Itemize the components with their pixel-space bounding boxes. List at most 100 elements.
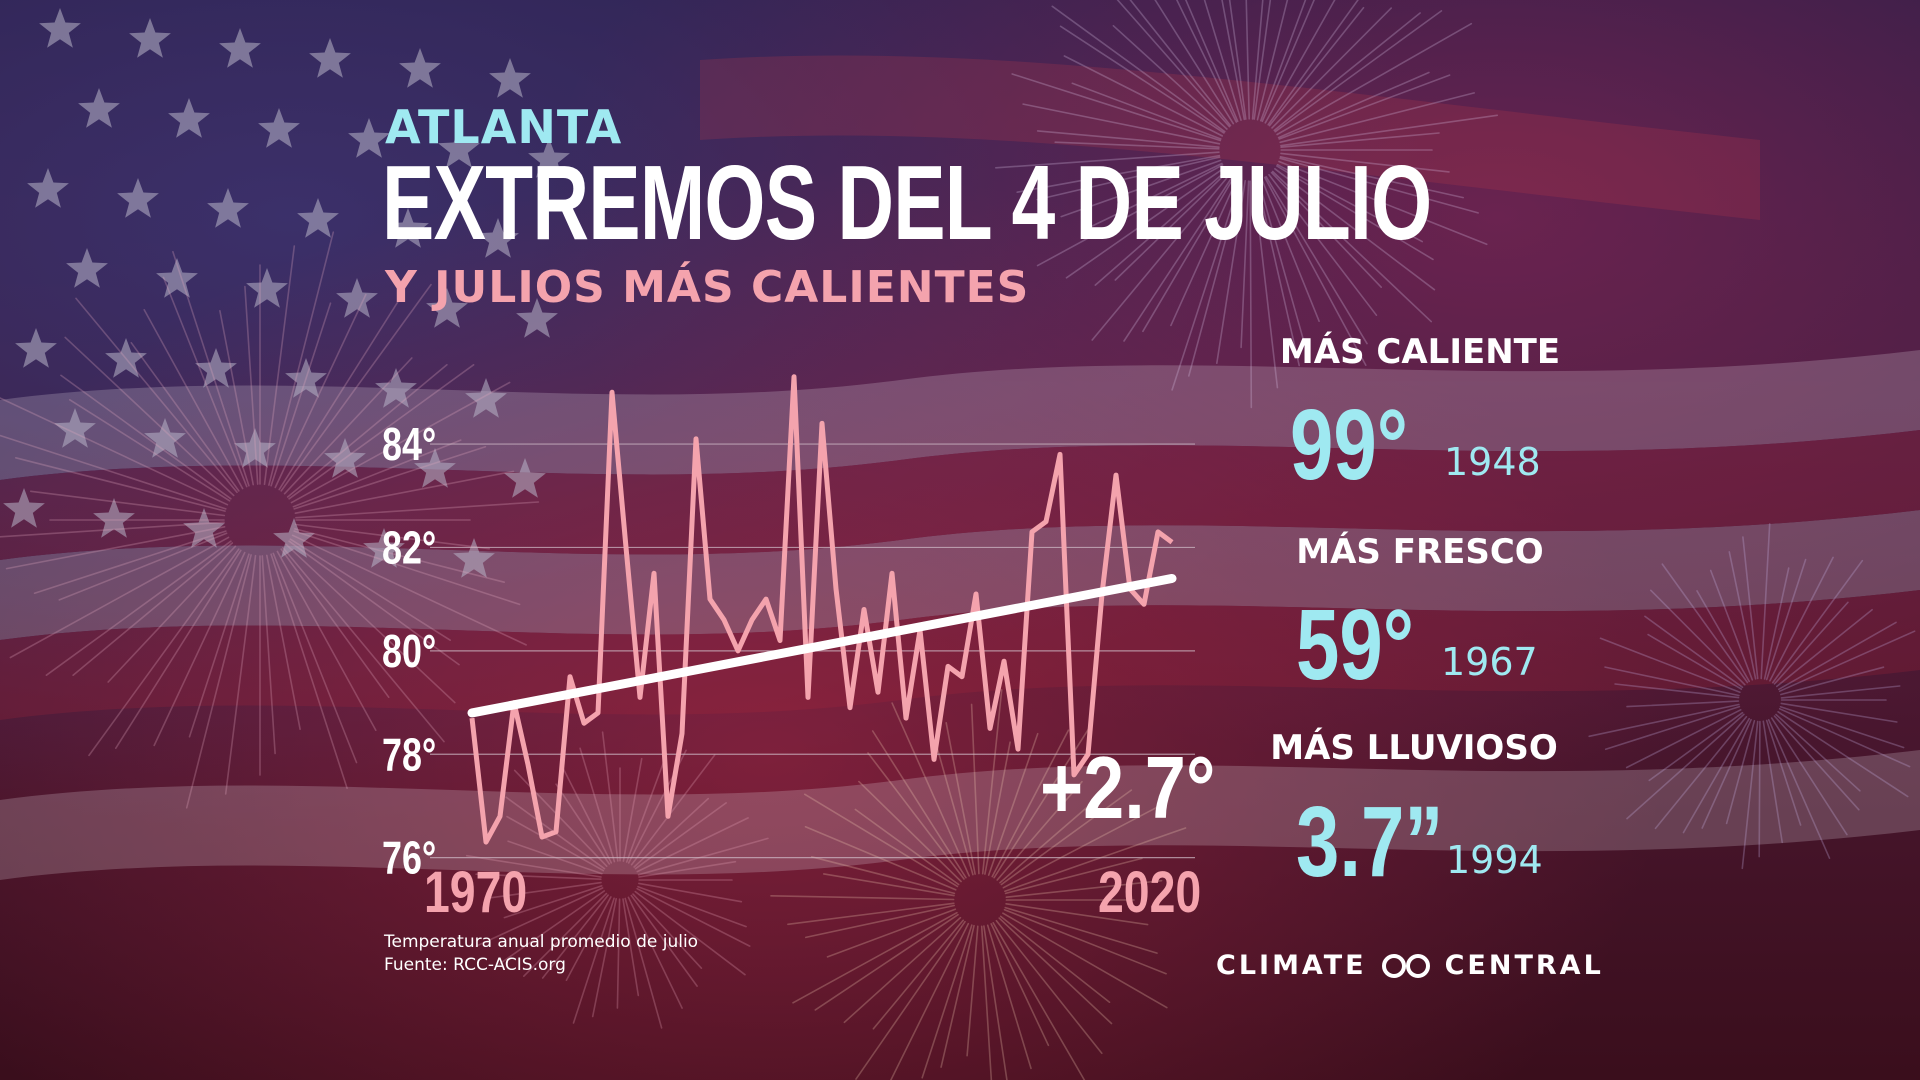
- firework-spark: [162, 276, 248, 488]
- flag-star-icon: [234, 428, 276, 468]
- firework-spark: [1051, 5, 1226, 133]
- firework-spark: [15, 456, 226, 512]
- city-title: ATLANTA: [385, 100, 623, 154]
- firework-spark: [986, 924, 1032, 1070]
- firework-spark: [572, 897, 615, 1024]
- firework-spark: [1002, 805, 1161, 889]
- firework-spark: [1271, 170, 1432, 323]
- firework-spark: [293, 530, 521, 606]
- chart-note: Temperatura anual promedio de julio: [384, 932, 699, 952]
- firework-spark: [787, 902, 955, 926]
- firework-spark: [107, 545, 237, 683]
- brand-word-right: CENTRAL: [1444, 950, 1604, 981]
- firework-spark: [5, 525, 226, 570]
- firework-spark: [270, 302, 332, 487]
- flag-star-icon: [414, 448, 456, 488]
- firework-spark: [1188, 179, 1243, 377]
- firework-spark: [1004, 906, 1158, 954]
- flag-star-icon: [363, 528, 405, 568]
- firework-spark: [1280, 132, 1440, 148]
- firework-spark: [1661, 563, 1749, 684]
- firework-spark: [503, 885, 603, 919]
- firework-spark: [810, 855, 956, 895]
- firework-spark: [995, 919, 1103, 1055]
- firework-spark: [0, 397, 229, 506]
- firework-spark: [1588, 703, 1740, 738]
- firework-spark: [1175, 0, 1238, 123]
- firework-spark: [88, 548, 240, 757]
- firework-spark: [1011, 73, 1222, 142]
- page-subtitle: Y JULIOS MÁS CALIENTES: [385, 262, 1030, 313]
- firework-spark: [633, 797, 710, 868]
- firework-spark: [1682, 717, 1750, 834]
- firework-spark: [72, 542, 234, 677]
- flag-star-icon: [465, 378, 507, 418]
- firework-spark: [1599, 637, 1741, 694]
- page-title: EXTREMOS DEL 4 DE JULIO: [382, 144, 1432, 262]
- firework-spark: [285, 543, 456, 704]
- firework-spark: [1765, 719, 1802, 826]
- firework-spark: [1216, 180, 1246, 365]
- firework-spark: [283, 357, 413, 495]
- firework-spark: [172, 251, 250, 487]
- firework-spark: [498, 890, 606, 965]
- firework-spark: [280, 283, 432, 492]
- firework-spark: [934, 740, 974, 876]
- firework-spark: [291, 534, 527, 646]
- firework-spark: [1767, 718, 1831, 860]
- firework-spark: [1270, 171, 1382, 289]
- firework-spark: [1279, 92, 1475, 144]
- firework-spark: [1278, 160, 1488, 246]
- firework-spark: [1256, 0, 1289, 121]
- firework-spark: [1260, 0, 1307, 122]
- firework-spark: [1257, 179, 1306, 347]
- firework-spark: [1245, 0, 1250, 120]
- firework-spark: [601, 731, 619, 862]
- flag-star-icon: [15, 328, 57, 368]
- firework-spark: [999, 786, 1111, 884]
- firework-spark: [999, 915, 1111, 1004]
- firework-spark: [1016, 154, 1221, 193]
- firework-spark: [565, 896, 612, 982]
- flag-star-icon: [54, 408, 96, 448]
- firework-spark: [1129, 0, 1232, 127]
- firework-spark: [1002, 912, 1168, 1009]
- firework-spark: [69, 398, 231, 502]
- firework-spark: [826, 908, 957, 958]
- firework-spark: [1065, 167, 1226, 279]
- firework-spark: [1696, 590, 1750, 683]
- firework-spark: [1267, 0, 1359, 126]
- firework-spark: [1022, 103, 1221, 145]
- firework-spark: [1003, 908, 1167, 975]
- firework-spark: [290, 381, 511, 504]
- flag-star-icon: [348, 118, 390, 158]
- flag-star-icon: [195, 348, 237, 388]
- firework-spark: [579, 747, 616, 863]
- firework-spark: [33, 530, 227, 595]
- firework-spark: [625, 753, 668, 863]
- firework-spark: [1265, 175, 1368, 345]
- firework-spark: [814, 913, 959, 1011]
- firework-spark: [153, 551, 246, 747]
- firework-spark: [871, 730, 967, 879]
- flag-star-icon: [285, 358, 327, 398]
- flag-star-icon: [273, 518, 315, 558]
- firework-spark: [263, 245, 296, 486]
- flag-star-icon: [336, 278, 378, 318]
- firework-spark: [1268, 6, 1365, 127]
- flag-star-icon: [3, 488, 45, 528]
- firework-spark: [60, 374, 232, 500]
- firework-spark: [1271, 7, 1392, 129]
- record-label-hottest: MÁS CALIENTE: [1279, 332, 1561, 372]
- firework-spark: [1094, 169, 1228, 286]
- firework-spark: [1276, 165, 1434, 261]
- flag-star-icon: [426, 288, 468, 328]
- firework-spark: [1059, 25, 1225, 134]
- firework-spark: [1264, 0, 1336, 124]
- y-tick-label: 78°: [382, 729, 436, 780]
- firework-spark: [1063, 55, 1223, 137]
- change-label: +2.7°: [1040, 739, 1215, 838]
- firework-spark: [966, 925, 979, 1057]
- firework-spark: [1085, 162, 1223, 230]
- flag-star-icon: [168, 98, 210, 138]
